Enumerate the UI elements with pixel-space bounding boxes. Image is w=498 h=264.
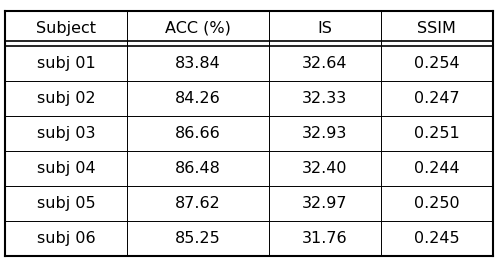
Text: 32.97: 32.97 <box>302 196 348 211</box>
Text: IS: IS <box>317 21 332 36</box>
Text: subj 06: subj 06 <box>37 231 95 246</box>
Text: 0.245: 0.245 <box>414 231 460 246</box>
Text: subj 05: subj 05 <box>37 196 95 211</box>
Text: 32.40: 32.40 <box>302 161 348 176</box>
Text: SSIM: SSIM <box>417 21 456 36</box>
Text: 0.251: 0.251 <box>414 126 460 141</box>
Text: 32.93: 32.93 <box>302 126 347 141</box>
Text: 85.25: 85.25 <box>175 231 221 246</box>
Text: subj 02: subj 02 <box>37 91 95 106</box>
Text: 32.64: 32.64 <box>302 56 348 71</box>
Text: subj 04: subj 04 <box>37 161 95 176</box>
Text: 0.250: 0.250 <box>414 196 460 211</box>
Text: subj 01: subj 01 <box>37 56 95 71</box>
Text: 86.48: 86.48 <box>175 161 221 176</box>
Text: 0.244: 0.244 <box>414 161 460 176</box>
Text: 0.247: 0.247 <box>414 91 460 106</box>
Text: subj 03: subj 03 <box>37 126 95 141</box>
Text: 84.26: 84.26 <box>175 91 221 106</box>
Text: 83.84: 83.84 <box>175 56 221 71</box>
Text: 87.62: 87.62 <box>175 196 221 211</box>
Text: 32.33: 32.33 <box>302 91 347 106</box>
Text: ACC (%): ACC (%) <box>165 21 231 36</box>
Text: 31.76: 31.76 <box>302 231 348 246</box>
Text: 86.66: 86.66 <box>175 126 221 141</box>
Text: Subject: Subject <box>36 21 96 36</box>
Text: 0.254: 0.254 <box>414 56 460 71</box>
